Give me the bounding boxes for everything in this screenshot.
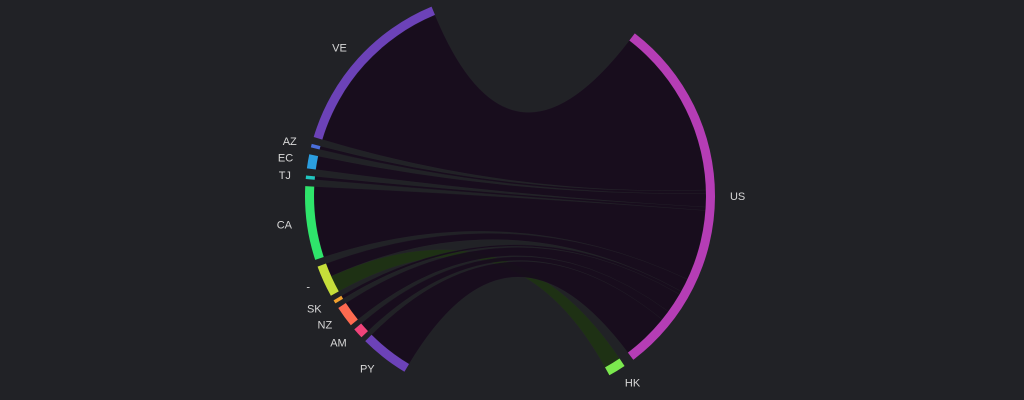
ribbon [313, 186, 706, 280]
group-arc [605, 358, 625, 376]
ribbon [319, 145, 707, 194]
group-label: PY [360, 363, 375, 375]
group-label: TJ [279, 170, 291, 182]
group-arc [310, 143, 321, 150]
group-label: US [730, 191, 745, 203]
group-arc [354, 323, 368, 338]
group-label: EC [278, 153, 293, 165]
group-arc [333, 295, 344, 304]
ribbon [360, 256, 669, 332]
ribbon [315, 155, 707, 208]
arcs: US HK PY AM NZ SK - CA TJ EC AZ VE [277, 6, 745, 390]
group-arc [627, 33, 716, 360]
group-arc [305, 186, 324, 260]
group-arc [306, 154, 319, 170]
group-label: SK [307, 304, 322, 316]
group-label: HK [625, 378, 641, 390]
ribbon [325, 233, 688, 292]
group-label: CA [277, 219, 293, 231]
group-arc [313, 6, 435, 140]
group-label: AM [330, 337, 347, 349]
group-label: - [306, 282, 310, 294]
ribbons [313, 14, 707, 368]
group-arc [305, 175, 315, 180]
group-label: NZ [318, 319, 333, 331]
group-arc [365, 334, 410, 372]
group-label: AZ [283, 136, 297, 148]
group-label: VE [332, 42, 347, 54]
group-arc [317, 263, 339, 296]
ribbon [345, 247, 680, 320]
group-arc [338, 303, 358, 326]
